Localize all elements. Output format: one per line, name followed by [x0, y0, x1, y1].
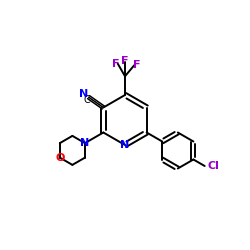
Text: C: C [84, 95, 90, 105]
Text: N: N [80, 138, 90, 148]
Text: O: O [55, 152, 64, 162]
Text: N: N [80, 89, 89, 99]
Text: Cl: Cl [207, 161, 219, 171]
Text: F: F [121, 56, 129, 66]
Text: F: F [132, 60, 140, 70]
Text: N: N [120, 140, 130, 150]
Text: F: F [112, 59, 120, 69]
